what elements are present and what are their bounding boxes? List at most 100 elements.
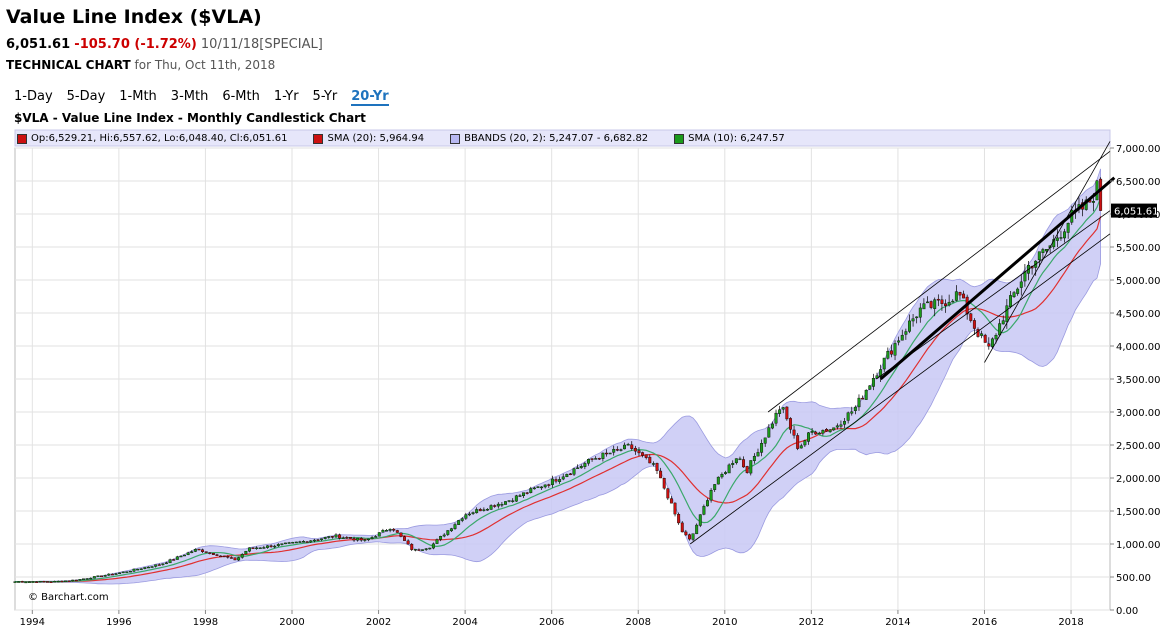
candle-body <box>680 522 684 533</box>
range-tab-6-mth[interactable]: 6-Mth <box>222 89 260 104</box>
candle-body <box>255 547 259 550</box>
candle-body <box>222 555 226 558</box>
quote-date: 10/11/18 <box>200 37 260 52</box>
candle-body <box>71 579 75 582</box>
candle-body <box>338 534 342 539</box>
candle-body <box>1045 249 1048 252</box>
candle-body <box>64 580 67 582</box>
candle-body <box>587 459 590 464</box>
legend-sma20-text: SMA (20): 5,964.94 <box>327 133 425 144</box>
candle-body <box>204 551 208 553</box>
candle-body <box>868 385 872 390</box>
candle-body <box>442 534 446 537</box>
candle-body <box>900 334 904 341</box>
candle-body <box>280 543 284 545</box>
candle-body <box>756 452 760 457</box>
range-tab-5-yr[interactable]: 5-Yr <box>312 89 338 104</box>
candle-body <box>262 547 266 549</box>
candle-body <box>947 301 951 306</box>
candle-body <box>911 318 915 322</box>
candle-body <box>550 478 554 485</box>
candle-body <box>990 338 994 347</box>
candle-body <box>774 412 778 424</box>
legend-ohlc: Op:6,529.21, Hi:6,557.62, Lo:6,048.40, C… <box>17 133 287 144</box>
candle-body <box>843 421 847 425</box>
range-tab-1-day[interactable]: 1-Day <box>14 89 53 104</box>
technical-chart-date: for Thu, Oct 11th, 2018 <box>134 58 276 72</box>
candle-body <box>27 581 31 583</box>
last-price-label: 6,051.61 <box>1114 207 1159 218</box>
candle-body <box>435 539 439 544</box>
y-tick-label: 3,500.00 <box>1116 375 1161 386</box>
candle-body <box>648 456 652 464</box>
candle-body <box>1055 237 1059 241</box>
candle-body <box>85 578 89 580</box>
candle-body <box>1041 249 1045 253</box>
candle-body <box>276 544 280 547</box>
candle-body <box>655 463 659 471</box>
candle-body <box>20 581 24 583</box>
x-tick-label: 2016 <box>972 617 997 628</box>
quote-line: 6,051.61 -105.70 (-1.72%) 10/11/18[SPECI… <box>6 37 323 52</box>
range-tab-1-mth[interactable]: 1-Mth <box>119 89 157 104</box>
candle-body <box>687 534 691 540</box>
candle-body <box>727 464 731 474</box>
candle-body <box>893 343 897 356</box>
candle-body <box>356 537 360 541</box>
candle-body <box>100 575 104 578</box>
candle-body <box>623 444 626 450</box>
candle-body <box>839 424 843 427</box>
candle-body <box>511 500 515 502</box>
candle-body <box>475 509 479 514</box>
candle-body <box>1012 292 1016 298</box>
candle-body <box>449 528 453 532</box>
sma10-line <box>15 197 1102 583</box>
range-tab-5-day[interactable]: 5-Day <box>66 89 106 104</box>
y-tick-label: 1,000.00 <box>1116 540 1161 551</box>
y-tick-label: 5,000.00 <box>1116 276 1161 287</box>
candle-body <box>125 571 129 573</box>
candle-body <box>298 541 302 543</box>
legend-ohlc-text: Op:6,529.21, Hi:6,557.62, Lo:6,048.40, C… <box>31 133 288 144</box>
candle-body <box>825 429 828 432</box>
y-tick-label: 2,000.00 <box>1116 474 1161 485</box>
candle-body <box>619 449 623 451</box>
candle-body <box>208 552 212 554</box>
technical-chart-line: TECHNICAL CHART for Thu, Oct 11th, 2018 <box>6 58 275 72</box>
candle-body <box>312 539 316 542</box>
candle-body <box>1008 295 1012 307</box>
candle-body <box>352 538 356 541</box>
candle-body <box>832 427 836 431</box>
sma20-line <box>15 216 1102 583</box>
candle-body <box>980 333 984 336</box>
candle-body <box>879 369 883 377</box>
candle-body <box>760 443 764 453</box>
x-tick-label: 2014 <box>885 617 910 628</box>
range-tab-3-mth[interactable]: 3-Mth <box>170 89 209 104</box>
candle-body <box>857 397 861 408</box>
x-tick-label: 2010 <box>712 617 737 628</box>
candle-body <box>558 479 562 482</box>
candle-body <box>421 549 425 551</box>
candle-body <box>244 551 248 555</box>
range-tabs: 1-Day 5-Day 1-Mth 3-Mth 6-Mth 1-Yr 5-Yr … <box>14 89 389 106</box>
candle-body <box>302 541 305 543</box>
y-tick-label: 4,500.00 <box>1116 309 1161 320</box>
candle-body <box>889 350 893 355</box>
candle-body <box>460 518 464 521</box>
candle-body <box>673 502 677 515</box>
candle-body <box>128 570 132 573</box>
candle-body <box>284 542 287 545</box>
y-tick-label: 500.00 <box>1116 573 1151 584</box>
candle-body <box>579 466 583 469</box>
trendline-steep-support <box>984 141 1111 363</box>
candle-body <box>233 557 237 561</box>
range-tab-1-yr[interactable]: 1-Yr <box>273 89 299 104</box>
range-tab-20-yr[interactable]: 20-Yr <box>351 89 389 106</box>
candle-body <box>933 299 937 309</box>
candle-body <box>56 580 60 583</box>
x-tick-label: 1994 <box>20 617 45 628</box>
candle-body <box>348 537 352 539</box>
candle-body <box>381 530 385 533</box>
candle-body <box>994 335 998 340</box>
